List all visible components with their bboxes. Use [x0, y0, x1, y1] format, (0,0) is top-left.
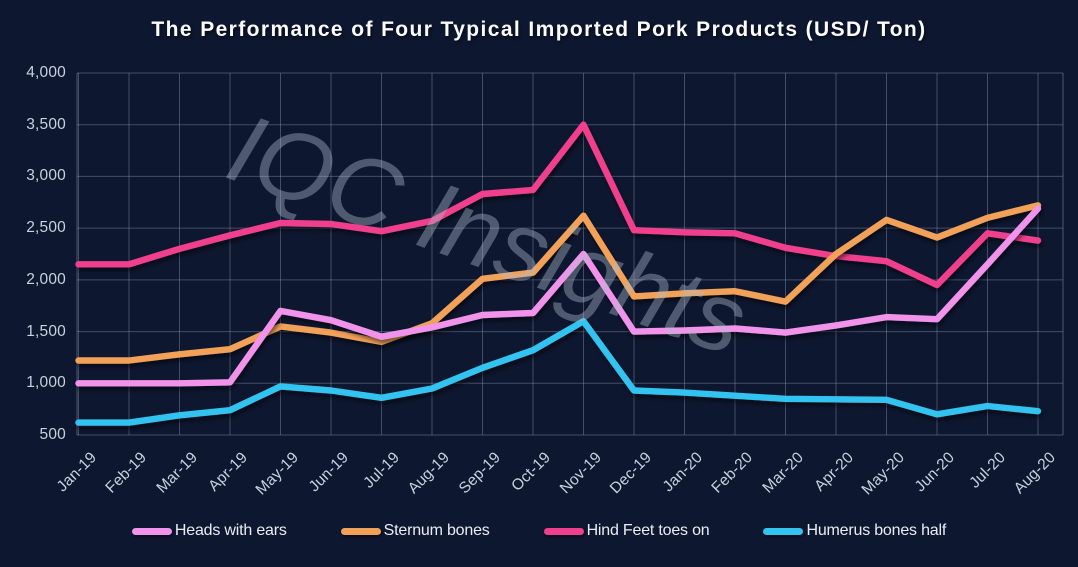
x-tick-label: Dec-19 [606, 449, 656, 498]
x-tick-label: Jun-20 [911, 449, 959, 496]
legend-item: Sternum bones [340, 522, 490, 540]
y-tick-label: 500 [39, 426, 66, 443]
y-tick-label: 4,000 [26, 64, 66, 81]
x-tick-label: Jul-20 [965, 449, 1009, 492]
legend-swatch [763, 527, 804, 535]
x-tick-label: Nov-19 [556, 449, 605, 498]
series-line-sternum-bones [75, 202, 1042, 364]
x-tick-label: Mar-20 [758, 449, 807, 497]
series-line-hind-feet-toes-on [75, 121, 1042, 289]
x-tick-label: Apr-19 [205, 449, 252, 495]
series-lines [75, 121, 1042, 426]
y-tick-label: 3,000 [26, 167, 66, 185]
legend-label: Hind Feet toes on [586, 522, 710, 539]
y-tick-label: 1,500 [26, 322, 66, 340]
y-tick-label: 1,000 [26, 374, 66, 392]
y-tick-label: 3,500 [26, 115, 66, 133]
legend-label: Sternum bones [383, 522, 490, 539]
x-tick-label: Aug-20 [1010, 449, 1060, 498]
y-tick-label: 2,000 [26, 270, 66, 288]
legend-swatch [131, 527, 172, 535]
legend: Heads with ears Sternum bones Hind Feet to… [0, 522, 1078, 540]
x-tick-label: Feb-19 [102, 449, 151, 497]
x-tick-label: Jun-19 [305, 449, 353, 496]
y-axis: 4,000 3,500 3,000 2,500 2,000 1,500 1,000 500 [0, 0, 66, 567]
x-tick-label: Jan-20 [659, 449, 706, 496]
x-tick-label: Apr-20 [811, 449, 858, 495]
legend-item: Humerus bones half [763, 522, 946, 540]
x-tick-label: Sep-19 [455, 449, 504, 498]
legend-swatch [340, 527, 381, 535]
x-tick-label: Mar-19 [152, 449, 201, 497]
y-tick-label: 2,500 [26, 219, 66, 237]
legend-item: Heads with ears [131, 522, 287, 540]
x-tick-label: May-19 [252, 449, 302, 499]
x-tick-label: Oct-19 [508, 449, 555, 495]
x-tick-label: Jul-19 [359, 449, 403, 492]
x-tick-label: Aug-19 [404, 449, 454, 498]
chart-title: The Performance of Four Typical Imported… [151, 18, 927, 41]
legend-item: Hind Feet toes on [543, 522, 710, 540]
legend-label: Humerus bones half [806, 522, 947, 539]
legend-label: Heads with ears [174, 522, 287, 539]
legend-swatch [543, 527, 584, 535]
x-tick-label: May-20 [858, 449, 908, 499]
series-line-heads-with-ears [75, 205, 1042, 387]
series-line-humerus-bones-half [75, 318, 1042, 426]
x-tick-label: Feb-20 [708, 449, 757, 497]
x-tick-label: Jan-19 [53, 449, 100, 496]
